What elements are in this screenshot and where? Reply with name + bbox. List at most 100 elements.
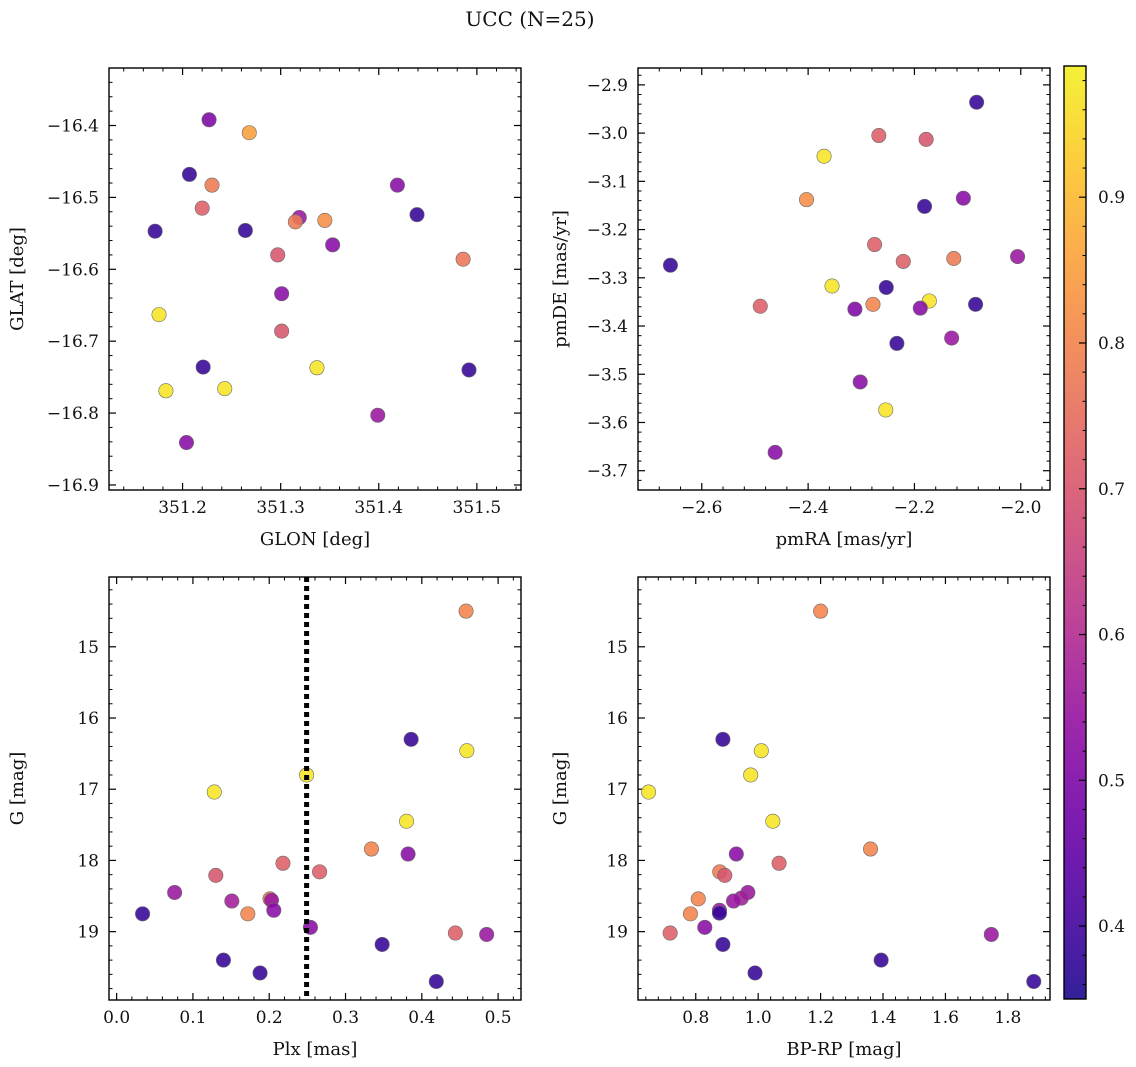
data-point (217, 381, 233, 397)
data-point (215, 952, 231, 968)
x-tick-label: −2.2 (894, 498, 935, 518)
data-point (813, 603, 829, 619)
data-point (459, 743, 475, 759)
y-tick-label: −16.9 (47, 476, 99, 496)
data-point (753, 743, 769, 759)
data-point (878, 279, 894, 295)
y-tick-label: −3.5 (587, 365, 628, 385)
data-point (873, 952, 889, 968)
data-point (151, 307, 167, 323)
y-tick-label: −16.6 (47, 260, 99, 280)
x-tick-label: 1.8 (994, 1008, 1021, 1028)
y-tick-label: −3.2 (587, 221, 628, 241)
data-point (918, 131, 934, 147)
x-tick-label: 351.4 (354, 498, 403, 518)
data-point (771, 855, 787, 871)
x-tick-label: 0.8 (682, 1008, 709, 1028)
data-point (852, 374, 868, 390)
data-point (206, 784, 222, 800)
data-point (889, 335, 905, 351)
data-point (237, 222, 253, 238)
data-point (400, 846, 416, 862)
data-point (309, 360, 325, 376)
data-point (895, 253, 911, 269)
data-point (968, 296, 984, 312)
data-point (461, 362, 477, 378)
data-point (816, 148, 832, 164)
x-tick-label: 0.1 (179, 1008, 206, 1028)
y-tick-label: 18 (606, 851, 628, 871)
data-point (241, 125, 257, 141)
data-point (1010, 249, 1026, 265)
x-tick-label: 0.2 (256, 1008, 283, 1028)
data-point (409, 207, 425, 223)
y-tick-label: −3.7 (587, 462, 628, 482)
x-tick-label: −2.4 (787, 498, 828, 518)
colorbar-tick-label: 0.7 (1098, 480, 1125, 500)
x-tick-label: 1.2 (807, 1008, 834, 1028)
y-tick-label: −16.7 (47, 332, 99, 352)
data-point (240, 906, 256, 922)
colorbar-tick-label: 0.4 (1098, 917, 1125, 937)
data-point (865, 296, 881, 312)
data-point (447, 925, 463, 941)
data-point (181, 166, 197, 182)
data-point (946, 251, 962, 267)
x-tick-label: 0.3 (332, 1008, 359, 1028)
data-point (715, 936, 731, 952)
axes-frame (637, 67, 1051, 491)
colorbar: 0.4 0.5 0.6 0.7 0.8 0.9 (1063, 65, 1125, 1000)
colorbar-tick-label: 0.8 (1098, 334, 1125, 354)
data-point (325, 237, 341, 253)
data-point (765, 813, 781, 829)
x-axis-label: Plx [mas] (273, 1039, 358, 1060)
data-point (1026, 973, 1042, 989)
data-point (428, 973, 444, 989)
x-tick-label: 351.2 (158, 498, 207, 518)
data-point (275, 855, 291, 871)
data-point (917, 198, 933, 214)
x-axis-label: BP-RP [mag] (786, 1039, 901, 1060)
y-tick-label: −2.9 (587, 76, 628, 96)
colorbar-gradient (1063, 65, 1087, 1000)
y-tick-label: 17 (606, 780, 628, 800)
data-point (747, 965, 763, 981)
x-tick-label: −2.6 (681, 498, 722, 518)
y-axis-label: G [mag] (7, 752, 28, 825)
data-point (287, 214, 303, 230)
y-tick-label: −3.6 (587, 413, 628, 433)
data-point (867, 237, 883, 253)
y-axis-label: GLAT [deg] (7, 227, 28, 331)
data-point (799, 192, 815, 208)
y-tick-label: −16.8 (47, 404, 99, 424)
data-point (690, 891, 706, 907)
y-tick-label: −16.5 (47, 188, 99, 208)
data-point (167, 884, 183, 900)
data-point (715, 731, 731, 747)
data-point (983, 926, 999, 942)
data-point (403, 731, 419, 747)
x-tick-label: 1.4 (869, 1008, 896, 1028)
data-point (370, 407, 386, 423)
data-point (374, 936, 390, 952)
y-axis-label: pmDE [mas/yr] (550, 210, 571, 348)
x-axis-label: pmRA [mas/yr] (776, 529, 913, 550)
x-tick-label: 1.6 (932, 1008, 959, 1028)
data-point (201, 112, 217, 128)
data-point (270, 247, 286, 263)
data-point (752, 298, 768, 314)
data-point (912, 300, 928, 316)
scatter-panel-4: 0.8 1.0 1.2 1.4 1.6 1.8 15 16 17 18 19 BP-RP [mag] G… (550, 576, 1051, 1060)
data-point (743, 767, 759, 783)
y-tick-label: 17 (77, 780, 99, 800)
data-point (317, 212, 333, 228)
data-point (863, 841, 879, 857)
data-point (204, 177, 220, 193)
data-point (878, 402, 894, 418)
x-axis-label: GLON [deg] (260, 529, 370, 550)
colorbar-tick-label: 0.9 (1098, 188, 1125, 208)
y-tick-label: −3.0 (587, 124, 628, 144)
data-point (662, 257, 678, 273)
data-point (728, 846, 744, 862)
x-tick-label: 351.5 (453, 498, 502, 518)
